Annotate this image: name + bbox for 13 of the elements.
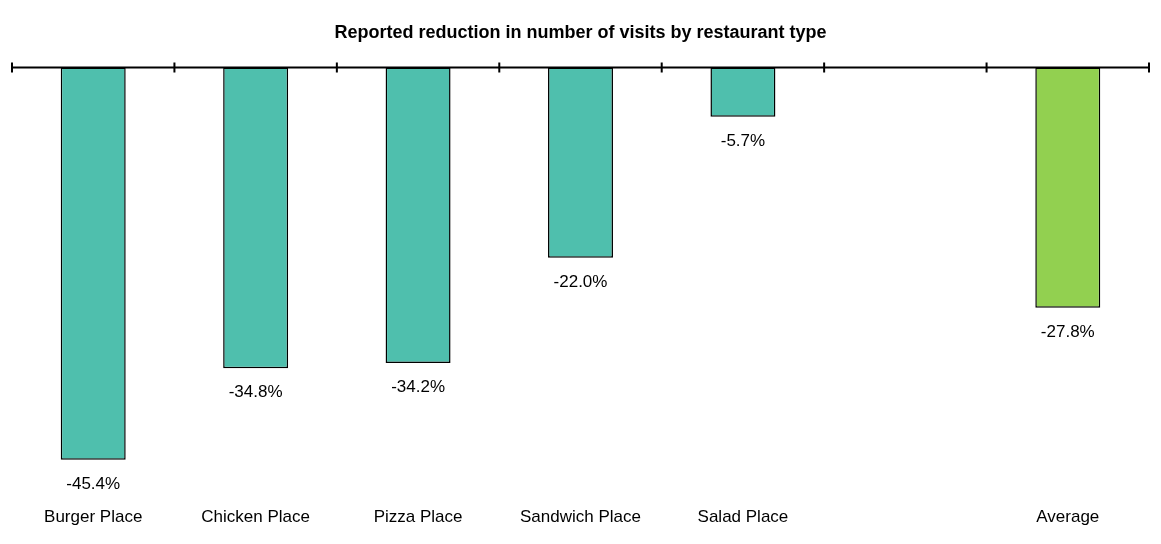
x-tick-label: Salad Place: [697, 507, 789, 527]
data-label: -27.8%: [1040, 321, 1095, 341]
data-label: -34.2%: [391, 377, 446, 397]
x-tick-label: Burger Place: [44, 507, 143, 527]
x-tick-label: Average: [1036, 507, 1100, 527]
chart-title: Reported reduction in number of visits by restaurant type: [334, 21, 827, 42]
x-tick-label: Sandwich Place: [520, 507, 641, 527]
data-label: -45.4%: [66, 474, 121, 494]
x-tick-label: Pizza Place: [373, 507, 463, 527]
data-label: -5.7%: [720, 131, 766, 151]
x-tick-label: Chicken Place: [201, 507, 310, 527]
data-label: -34.8%: [228, 382, 283, 402]
data-label: -22.0%: [553, 271, 608, 291]
